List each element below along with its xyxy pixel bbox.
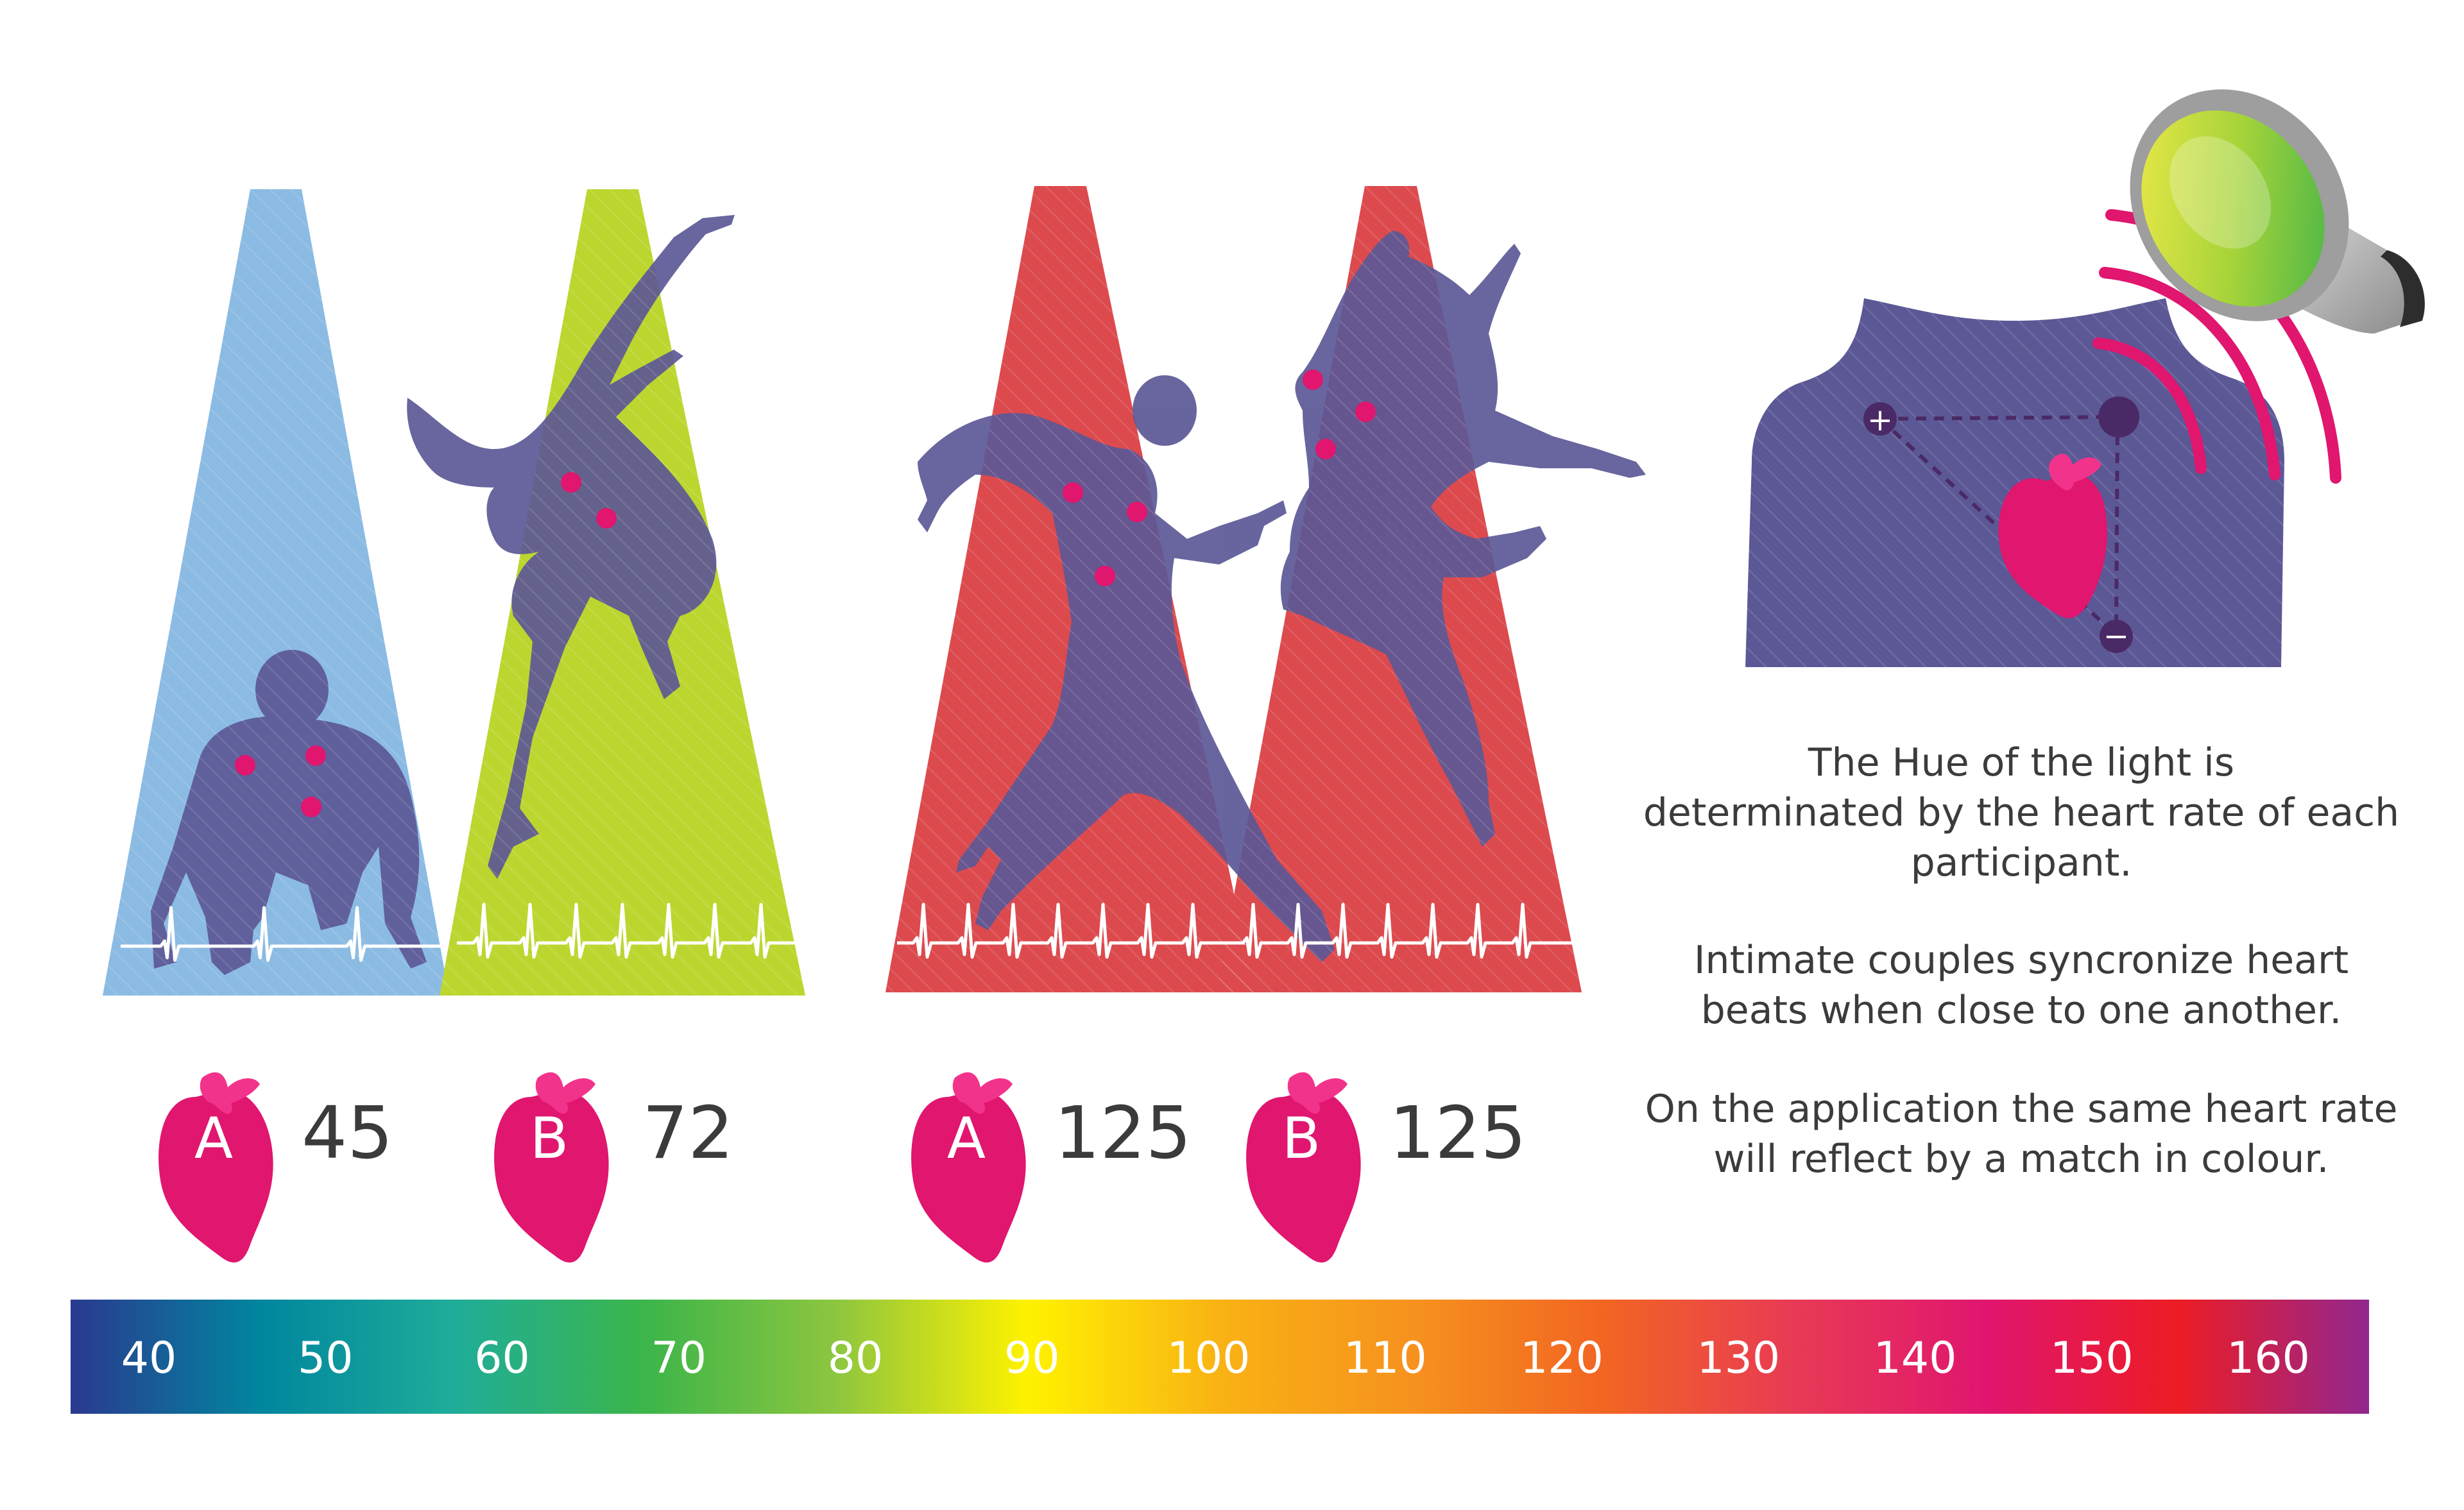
participant-letter: B <box>530 1105 569 1171</box>
torso-heart-icon <box>1998 454 2107 618</box>
ecg-trace-fast-b <box>1227 903 1575 959</box>
sensor-dot <box>1303 369 1323 390</box>
lamp-icon <box>2130 89 2425 334</box>
electrode-ground <box>2098 396 2139 437</box>
sensor-dot <box>1095 566 1115 586</box>
sensor-dot <box>1127 502 1147 522</box>
sensor-dot <box>1355 402 1376 422</box>
description-paragraph-3: On the application the same heart rate w… <box>1630 1084 2413 1184</box>
participant-letter: B <box>1282 1105 1321 1171</box>
scale-label: 50 <box>298 1333 354 1384</box>
description-line: Intimate couples syncronize heart <box>1693 938 2349 983</box>
participant-letter: A <box>947 1105 986 1171</box>
sensor-dot <box>1063 482 1083 503</box>
body-sensors <box>235 369 1376 817</box>
heart-rate-value: 125 <box>1389 1092 1527 1175</box>
scale-gradient-bar <box>71 1300 2369 1414</box>
scale-label: 80 <box>828 1333 884 1384</box>
participant-badges: A 45 B 72 A 125 B 125 <box>158 1072 1527 1263</box>
description-line: determinated by the heart rate of each <box>1643 790 2400 835</box>
scale-label: 90 <box>1004 1333 1060 1384</box>
sensor-dot <box>305 745 326 766</box>
electrode-plus-label: + <box>1867 402 1893 438</box>
heart-rate-value: 125 <box>1054 1092 1192 1175</box>
description-paragraph-1: The Hue of the light is determinated by … <box>1630 738 2413 888</box>
description-line: participant. <box>1910 840 2132 885</box>
scale-label: 100 <box>1167 1333 1251 1384</box>
ecg-trace-fast-a <box>897 903 1245 959</box>
heart-rate-value: 45 <box>302 1092 393 1175</box>
heart-rate-color-scale: 40 50 60 70 80 90 100 110 120 130 140 150 160 <box>71 1300 2369 1414</box>
sensor-dot <box>235 755 255 776</box>
sensor-dot <box>301 797 321 817</box>
electrode-minus-label: − <box>2103 618 2129 654</box>
participant-badge: A 125 <box>911 1072 1192 1263</box>
einthoven-triangle <box>1878 415 2119 637</box>
scale-label: 130 <box>1697 1333 1780 1384</box>
scale-label: 70 <box>651 1333 706 1384</box>
description-line: The Hue of the light is <box>1808 740 2235 785</box>
scale-label: 140 <box>1874 1333 1957 1384</box>
electrode-minus <box>2100 620 2133 653</box>
heart-rate-value: 72 <box>642 1092 734 1175</box>
description-line: On the application the same heart rate <box>1645 1087 2398 1132</box>
electrode-plus <box>1863 402 1897 436</box>
scale-label: 150 <box>2050 1333 2134 1384</box>
sensor-dot <box>596 508 617 529</box>
participant-badge: A 45 <box>158 1072 393 1263</box>
description-paragraph-2: Intimate couples syncronize heart beats … <box>1630 935 2413 1035</box>
scale-label: 60 <box>474 1333 530 1384</box>
scale-labels: 40 50 60 70 80 90 100 110 120 130 140 150 160 <box>121 1333 2310 1384</box>
description-line: will reflect by a match in colour. <box>1713 1137 2329 1182</box>
ecg-traces <box>121 903 1575 962</box>
beam-hatch <box>103 186 1582 996</box>
scale-label: 110 <box>1344 1333 1427 1384</box>
scale-label: 160 <box>2227 1333 2310 1384</box>
scale-label: 120 <box>1520 1333 1604 1384</box>
sensor-dot <box>561 472 581 493</box>
description-line: beats when close to one another. <box>1700 988 2342 1033</box>
torso-diagram: + − <box>1745 298 2284 667</box>
sensor-dot <box>1315 439 1336 459</box>
participant-badge: B 72 <box>494 1072 734 1263</box>
ecg-trace-slow <box>121 906 443 962</box>
participant-badge: B 125 <box>1246 1072 1527 1263</box>
scale-label: 40 <box>121 1333 177 1384</box>
ecg-trace-medium <box>457 903 799 959</box>
participant-letter: A <box>194 1105 233 1171</box>
